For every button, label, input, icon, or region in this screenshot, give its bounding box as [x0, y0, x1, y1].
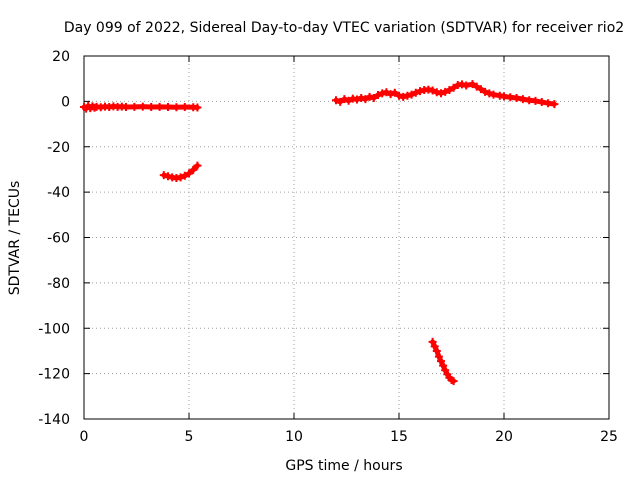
data-point	[386, 90, 395, 99]
data-point	[512, 93, 521, 102]
data-point	[489, 90, 498, 99]
data-point	[193, 161, 202, 170]
data-point	[485, 89, 494, 98]
data-points	[80, 80, 559, 386]
data-point	[531, 96, 540, 105]
data-point	[449, 377, 458, 386]
data-point	[147, 103, 156, 112]
data-point	[439, 361, 448, 370]
data-point	[155, 102, 164, 111]
data-point	[340, 95, 349, 104]
data-point	[407, 90, 416, 99]
data-point	[441, 87, 450, 96]
chart-title: Day 099 of 2022, Sidereal Day-to-day VTE…	[64, 20, 624, 36]
data-point	[122, 103, 130, 112]
data-point	[180, 171, 189, 180]
y-tick-label: -20	[47, 140, 70, 156]
series-segment-1	[80, 101, 202, 113]
y-tick-label: -80	[47, 276, 70, 292]
data-point	[434, 352, 443, 361]
data-point	[159, 171, 168, 180]
data-point	[468, 80, 477, 89]
data-point	[164, 103, 172, 112]
data-point	[472, 82, 481, 91]
data-point	[428, 337, 437, 346]
data-point	[378, 89, 387, 98]
plot-frame	[83, 55, 610, 420]
y-tick-label: 0	[61, 94, 70, 110]
x-tick-label: 20	[495, 429, 513, 445]
data-point	[365, 92, 374, 101]
data-point	[550, 100, 559, 109]
data-point	[180, 103, 189, 112]
x-tick-label: 25	[600, 429, 618, 445]
x-tick-label: 0	[80, 429, 89, 445]
x-tick-label: 15	[390, 429, 408, 445]
data-point	[518, 95, 527, 104]
tick-marks	[83, 55, 610, 420]
data-point	[353, 95, 361, 104]
data-point	[441, 366, 450, 375]
x-tick-label: 10	[285, 429, 303, 445]
data-point	[399, 92, 408, 101]
data-point	[382, 88, 391, 97]
data-point	[390, 88, 399, 97]
data-point	[193, 103, 202, 112]
data-point	[537, 98, 546, 107]
series-segment-3	[332, 80, 559, 109]
data-point	[428, 86, 437, 95]
y-tick-label: -60	[47, 231, 70, 247]
data-point	[172, 103, 181, 112]
data-point	[458, 80, 466, 89]
data-point	[361, 95, 370, 104]
data-point	[176, 173, 185, 182]
data-point	[357, 93, 366, 102]
data-point	[462, 81, 471, 90]
data-point	[437, 357, 445, 366]
data-point	[185, 169, 193, 178]
data-point	[403, 91, 412, 100]
data-point	[432, 346, 441, 355]
y-tick-label: -120	[38, 367, 70, 383]
data-point	[164, 172, 172, 181]
data-point	[369, 93, 378, 102]
data-point	[437, 89, 445, 98]
y-tick-labels: 20 0 -20 -40 -60 -80 -100 -120 -140	[38, 49, 70, 428]
data-point	[481, 87, 490, 96]
x-tick-label: 5	[185, 429, 194, 445]
y-tick-label: -40	[47, 185, 70, 201]
data-point	[332, 96, 340, 105]
data-point	[411, 88, 420, 97]
x-axis-title: GPS time / hours	[285, 458, 402, 474]
data-point	[476, 85, 485, 94]
grid	[84, 56, 609, 419]
series-segment-4	[428, 337, 458, 386]
data-point	[374, 91, 382, 100]
data-point	[336, 97, 345, 106]
y-axis-title: SDTVAR / TECUs	[7, 181, 23, 296]
data-point	[344, 96, 353, 105]
data-point	[416, 87, 424, 96]
y-tick-label: -100	[38, 321, 70, 337]
data-point	[449, 83, 458, 92]
data-point	[430, 342, 439, 351]
series-segment-2	[159, 161, 202, 183]
y-tick-label: -140	[38, 412, 70, 428]
data-point	[138, 102, 147, 111]
data-point	[189, 165, 198, 174]
x-tick-labels: 0 5 10 15 20 25	[80, 429, 618, 445]
data-point	[445, 86, 454, 95]
data-point	[130, 102, 139, 111]
data-point	[395, 91, 403, 100]
y-tick-label: 20	[52, 49, 70, 65]
